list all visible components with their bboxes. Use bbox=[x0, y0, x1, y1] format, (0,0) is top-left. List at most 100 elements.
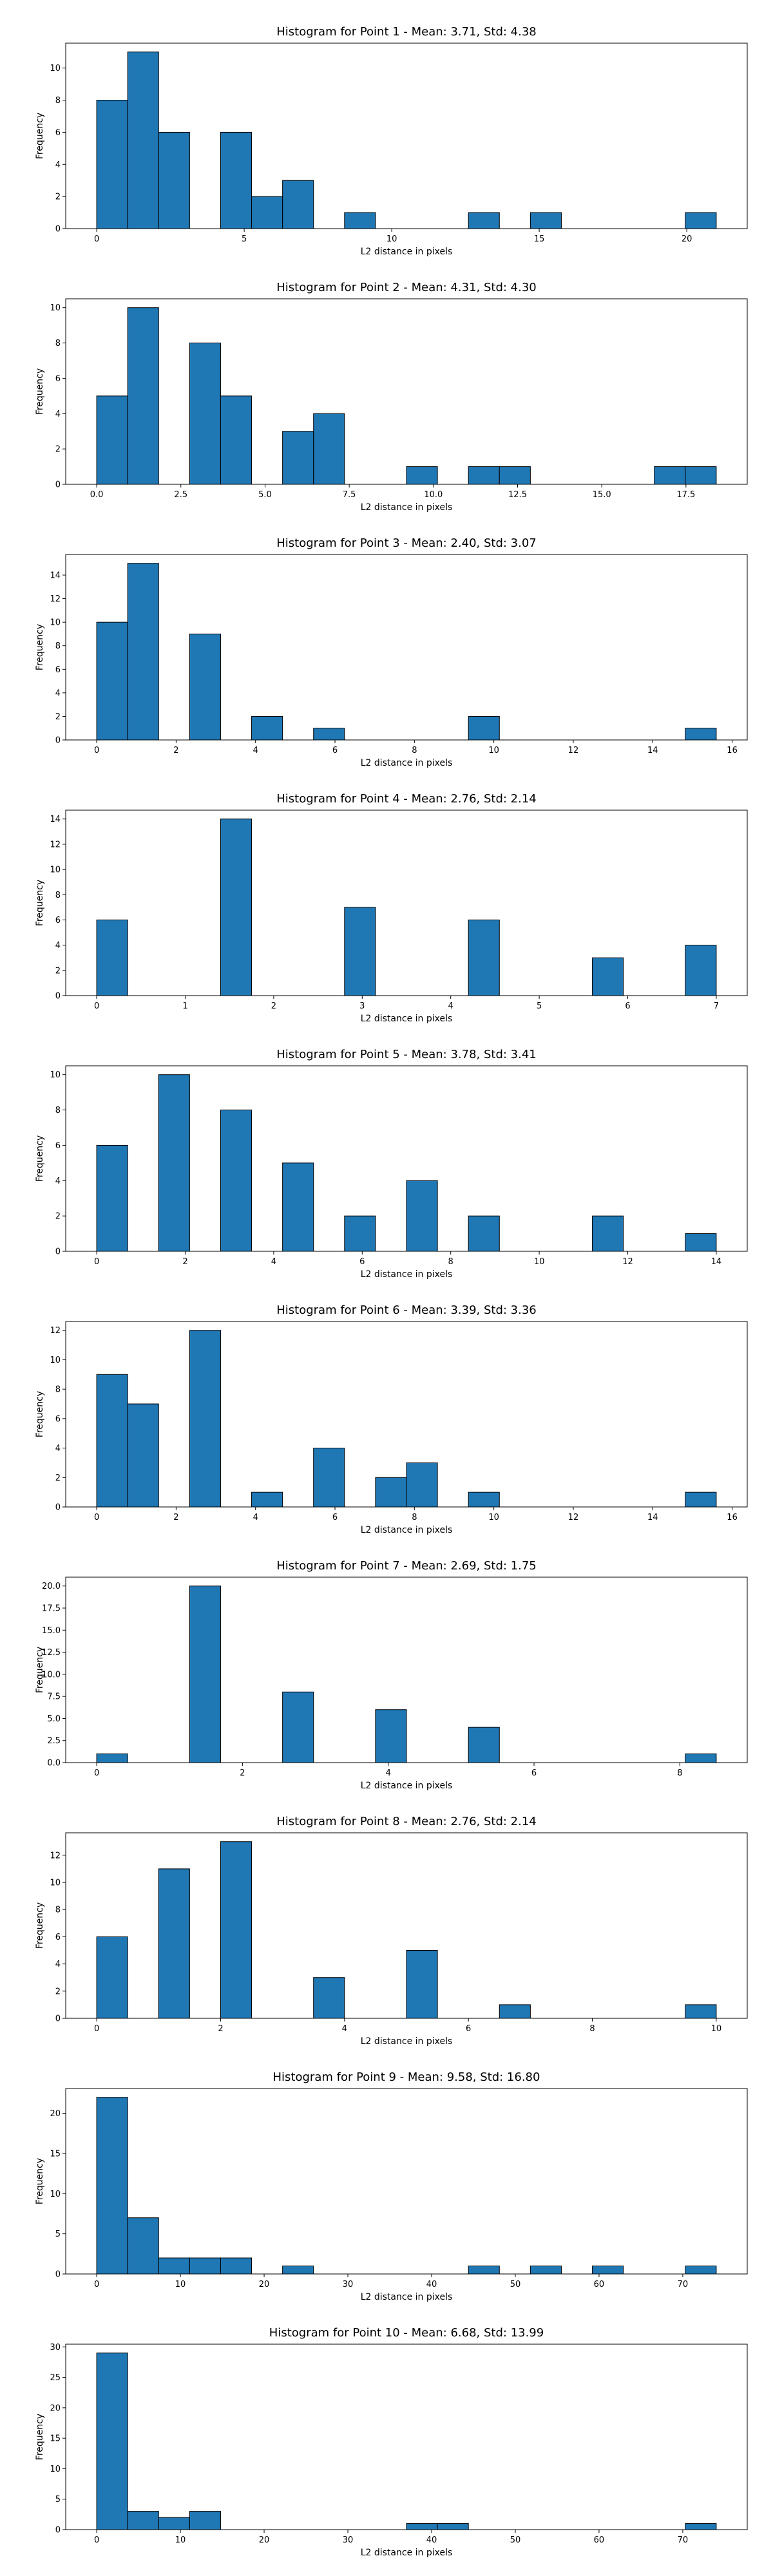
y-tick-label: 8 bbox=[55, 339, 61, 348]
histogram-panel: Histogram for Point 8 - Mean: 2.76, Std:… bbox=[35, 1815, 748, 2047]
histogram-bar bbox=[592, 2266, 624, 2275]
y-tick-label: 0 bbox=[55, 1247, 61, 1257]
y-tick-label: 5.0 bbox=[47, 1714, 61, 1724]
x-tick-label: 2 bbox=[218, 2024, 223, 2034]
y-tick-label: 20 bbox=[50, 2109, 61, 2119]
x-tick-label: 50 bbox=[510, 2535, 521, 2545]
x-tick-label: 14 bbox=[711, 1257, 722, 1267]
x-tick-label: 2 bbox=[182, 1257, 187, 1267]
histogram-bar bbox=[189, 343, 221, 485]
x-tick-label: 16 bbox=[727, 1513, 738, 1522]
x-tick-label: 2 bbox=[240, 1768, 245, 1778]
x-tick-label: 6 bbox=[625, 1001, 630, 1011]
y-tick-label: 4 bbox=[55, 410, 61, 419]
x-tick-label: 5 bbox=[242, 234, 247, 244]
histogram-bar bbox=[468, 212, 500, 229]
y-axis-label: Frequency bbox=[35, 1647, 45, 1693]
histogram-bar bbox=[220, 1841, 253, 2019]
y-tick-label: 0.0 bbox=[47, 1759, 61, 1768]
histogram-bar bbox=[127, 307, 159, 485]
x-tick-label: 2.5 bbox=[174, 490, 187, 500]
x-tick-label: 40 bbox=[426, 2280, 437, 2289]
histogram-bar bbox=[344, 1215, 376, 1252]
x-tick-label: 0 bbox=[94, 746, 99, 755]
x-tick-label: 4 bbox=[253, 746, 258, 755]
histogram-bar bbox=[127, 2511, 159, 2530]
y-tick-label: 6 bbox=[55, 374, 61, 384]
histogram-bar bbox=[220, 395, 253, 485]
histogram-bar bbox=[499, 2004, 531, 2019]
histogram-bar bbox=[282, 1691, 314, 1763]
x-tick-label: 15.0 bbox=[593, 490, 611, 500]
x-axis-label: L2 distance in pixels bbox=[361, 2548, 453, 2558]
y-tick-label: 25 bbox=[50, 2373, 61, 2383]
x-tick-label: 30 bbox=[343, 2280, 354, 2289]
histogram-bar bbox=[127, 52, 159, 229]
histogram-panel: Histogram for Point 9 - Mean: 9.58, Std:… bbox=[35, 2070, 748, 2302]
x-tick-label: 7 bbox=[714, 1001, 719, 1011]
y-tick-label: 15 bbox=[50, 2434, 61, 2444]
y-axis-label: Frequency bbox=[35, 1135, 45, 1182]
histogram-bar bbox=[96, 919, 128, 996]
x-tick-label: 3 bbox=[359, 1001, 365, 1011]
y-tick-label: 5 bbox=[55, 2230, 61, 2239]
x-tick-label: 1 bbox=[182, 1001, 187, 1011]
histogram-bar bbox=[220, 1110, 253, 1252]
y-axis-label: Frequency bbox=[35, 2414, 45, 2460]
histogram-bar bbox=[468, 715, 500, 741]
y-tick-label: 8 bbox=[55, 1906, 61, 1915]
histogram-bar bbox=[96, 1374, 128, 1508]
chart-title: Histogram for Point 2 - Mean: 4.31, Std:… bbox=[276, 281, 537, 294]
y-tick-label: 10 bbox=[50, 64, 61, 73]
histogram-panel: Histogram for Point 10 - Mean: 6.68, Std… bbox=[35, 2326, 748, 2558]
y-axis-label: Frequency bbox=[35, 368, 45, 415]
histogram-bar bbox=[406, 2523, 438, 2530]
x-tick-label: 2 bbox=[173, 746, 178, 755]
histogram-bar bbox=[96, 1753, 128, 1763]
histogram-bar bbox=[189, 633, 221, 741]
plot-frame bbox=[65, 298, 748, 485]
histogram-bar bbox=[251, 196, 283, 229]
y-tick-label: 8 bbox=[55, 1385, 61, 1395]
x-tick-label: 60 bbox=[594, 2535, 605, 2545]
histogram-bar bbox=[127, 563, 159, 741]
histogram-bar bbox=[220, 2257, 253, 2275]
x-tick-label: 0 bbox=[94, 234, 99, 244]
x-tick-label: 5.0 bbox=[258, 490, 272, 500]
histogram-bar bbox=[127, 1403, 159, 1508]
x-tick-label: 15 bbox=[534, 234, 545, 244]
x-tick-label: 70 bbox=[678, 2535, 689, 2545]
x-axis-label: L2 distance in pixels bbox=[361, 1781, 453, 1791]
x-tick-label: 2 bbox=[271, 1001, 276, 1011]
histogram-bar bbox=[158, 2257, 190, 2275]
x-tick-label: 6 bbox=[332, 1513, 338, 1522]
histogram-bar bbox=[96, 395, 128, 485]
x-tick-label: 4 bbox=[342, 2024, 347, 2034]
x-axis-label: L2 distance in pixels bbox=[361, 502, 453, 513]
histogram-bar bbox=[685, 1233, 717, 1252]
y-tick-label: 20 bbox=[50, 2403, 61, 2413]
histogram-bar bbox=[685, 2266, 717, 2275]
histogram-bar bbox=[685, 466, 717, 485]
y-tick-label: 2 bbox=[55, 712, 61, 722]
y-axis-label: Frequency bbox=[35, 880, 45, 926]
histogram-bar bbox=[685, 1753, 717, 1763]
histogram-bar bbox=[96, 2097, 128, 2275]
histogram-panel: Histogram for Point 6 - Mean: 3.39, Std:… bbox=[35, 1303, 748, 1535]
x-axis-label: L2 distance in pixels bbox=[361, 1014, 453, 1024]
histogram-bar bbox=[251, 715, 283, 741]
y-tick-label: 14 bbox=[50, 571, 61, 581]
y-tick-label: 2 bbox=[55, 1212, 61, 1222]
y-tick-label: 12 bbox=[50, 840, 61, 849]
y-tick-label: 10 bbox=[50, 2190, 61, 2199]
x-tick-label: 6 bbox=[359, 1257, 365, 1267]
histogram-bar bbox=[375, 1709, 407, 1763]
histogram-bar bbox=[406, 1950, 438, 2019]
histogram-bar bbox=[592, 1215, 624, 1252]
x-tick-label: 30 bbox=[343, 2535, 354, 2545]
y-tick-label: 2 bbox=[55, 193, 61, 202]
y-tick-label: 10 bbox=[50, 2465, 61, 2474]
y-tick-label: 0 bbox=[55, 992, 61, 1001]
histogram-bar bbox=[406, 466, 438, 485]
histogram-bar bbox=[468, 1215, 500, 1252]
